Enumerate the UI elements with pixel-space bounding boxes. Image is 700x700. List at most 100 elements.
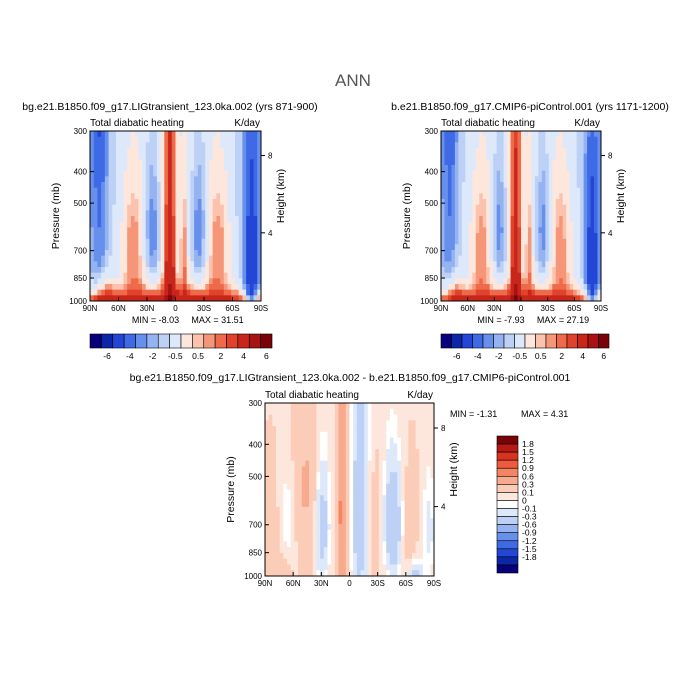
heatmap-cell bbox=[552, 221, 557, 228]
heatmap-cell bbox=[587, 221, 591, 228]
heatmap-cell bbox=[253, 131, 258, 138]
heatmap-cell bbox=[397, 489, 402, 496]
heatmap-cell bbox=[486, 204, 491, 211]
heatmap-cell bbox=[503, 221, 508, 228]
heatmap-cell bbox=[367, 547, 372, 554]
heatmap-cell bbox=[301, 443, 306, 450]
heatmap-cell bbox=[573, 182, 578, 189]
heatmap-cell bbox=[386, 518, 391, 525]
heatmap-cell bbox=[583, 165, 588, 172]
heatmap-cell bbox=[312, 552, 317, 560]
heatmap-cell bbox=[580, 136, 585, 143]
heatmap-cell bbox=[249, 284, 254, 291]
heatmap-cell bbox=[323, 501, 328, 508]
heatmap-cell bbox=[569, 165, 574, 172]
heatmap-cell bbox=[468, 199, 473, 206]
heatmap-cell bbox=[576, 227, 581, 234]
heatmap-cell bbox=[153, 187, 158, 194]
heatmap-cell bbox=[517, 148, 522, 155]
heatmap-cell bbox=[458, 261, 463, 268]
heatmap-cell bbox=[97, 295, 102, 302]
heatmap-cell bbox=[475, 136, 480, 143]
heatmap-cell bbox=[548, 210, 553, 217]
heatmap-cell bbox=[127, 187, 132, 194]
heatmap-cell bbox=[238, 295, 243, 302]
heatmap-cell bbox=[349, 443, 354, 450]
heatmap-cell bbox=[447, 255, 452, 262]
heatmap-cell bbox=[489, 267, 494, 274]
heatmap-cell bbox=[500, 142, 505, 149]
heatmap-cell bbox=[597, 204, 602, 211]
heatmap-cell bbox=[486, 165, 491, 172]
heatmap-cell bbox=[566, 204, 571, 211]
heatmap-cell bbox=[580, 216, 585, 223]
heatmap-cell bbox=[461, 267, 466, 274]
heatmap-cell bbox=[194, 182, 199, 189]
heatmap-cell bbox=[298, 547, 303, 554]
heatmap-cell bbox=[451, 159, 456, 166]
heatmap-cell bbox=[301, 552, 306, 560]
heatmap-cell bbox=[507, 227, 511, 234]
heatmap-cell bbox=[272, 558, 277, 565]
heatmap-cell bbox=[216, 182, 221, 189]
heatmap-cell bbox=[101, 216, 106, 223]
heatmap-cell bbox=[238, 131, 243, 138]
heatmap-cell bbox=[265, 552, 270, 560]
heatmap-cell bbox=[531, 250, 536, 257]
heatmap-cell bbox=[164, 148, 169, 155]
heatmap-cell bbox=[234, 136, 240, 143]
panel-subtitle: Total diabatic heating bbox=[441, 118, 535, 129]
heatmap-cell bbox=[112, 238, 117, 245]
heatmap-cell bbox=[468, 295, 473, 302]
heatmap-cell bbox=[246, 210, 251, 217]
heatmap-cell bbox=[375, 431, 380, 438]
heatmap-cell bbox=[331, 443, 336, 450]
heatmap-cell bbox=[345, 408, 350, 415]
heatmap-cell bbox=[566, 193, 571, 200]
heatmap-cell bbox=[576, 261, 581, 268]
heatmap-cell bbox=[156, 284, 162, 291]
heatmap-cell bbox=[331, 489, 336, 496]
heatmap-cell bbox=[493, 284, 498, 291]
heatmap-cell bbox=[458, 187, 463, 194]
heatmap-cell bbox=[160, 238, 165, 245]
heatmap-cell bbox=[451, 170, 456, 177]
heatmap-cell bbox=[555, 187, 560, 194]
heatmap-cell bbox=[482, 159, 487, 166]
heatmap-cell bbox=[479, 272, 484, 279]
heatmap-cell bbox=[227, 227, 232, 234]
heatmap-cell bbox=[160, 142, 165, 149]
heatmap-cell bbox=[524, 199, 529, 206]
heatmap-cell bbox=[130, 284, 136, 291]
heatmap-cell bbox=[298, 454, 303, 462]
heatmap-cell bbox=[171, 221, 176, 228]
heatmap-cell bbox=[268, 558, 273, 565]
heatmap-cell bbox=[360, 535, 365, 542]
heatmap-cell bbox=[101, 295, 106, 302]
heatmap-cell bbox=[208, 278, 214, 285]
heatmap-cell bbox=[573, 289, 578, 296]
heatmap-cell bbox=[171, 153, 176, 160]
heatmap-cell bbox=[119, 238, 124, 245]
heatmap-cell bbox=[426, 518, 431, 525]
heatmap-cell bbox=[468, 250, 473, 257]
heatmap-cell bbox=[382, 426, 387, 433]
heatmap-cell bbox=[538, 244, 543, 251]
heatmap-cell bbox=[441, 233, 445, 240]
heatmap-cell bbox=[175, 182, 180, 189]
heatmap-cell bbox=[294, 541, 299, 548]
heatmap-cell bbox=[119, 199, 124, 206]
heatmap-cell bbox=[153, 278, 158, 285]
heatmap-cell bbox=[534, 250, 539, 257]
heatmap-cell bbox=[472, 261, 477, 268]
heatmap-cell bbox=[223, 176, 228, 183]
heatmap-cell bbox=[338, 443, 343, 450]
heatmap-cell bbox=[201, 199, 206, 206]
heatmap-cell bbox=[378, 403, 383, 410]
heatmap-cell bbox=[587, 170, 591, 177]
heatmap-cell bbox=[541, 244, 546, 251]
heatmap-cell bbox=[548, 142, 553, 149]
heatmap-cell bbox=[119, 289, 124, 296]
heatmap-cell bbox=[371, 483, 376, 490]
heatmap-cell bbox=[316, 477, 321, 485]
